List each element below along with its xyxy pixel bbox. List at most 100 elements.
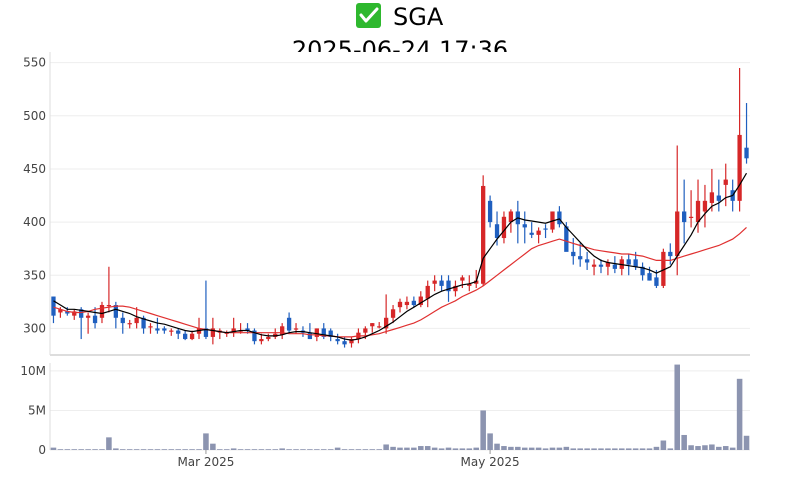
candle-body <box>141 317 146 329</box>
candle-body <box>612 264 617 269</box>
candle <box>543 224 548 239</box>
candle-body <box>106 305 112 307</box>
volume-bar <box>64 449 71 450</box>
ma-short-line <box>53 172 748 341</box>
candle <box>106 266 112 313</box>
price-tick-label: 300 <box>23 321 46 335</box>
candle-body <box>439 280 444 286</box>
candle <box>169 328 174 336</box>
candle-body <box>578 256 583 260</box>
volume-bar <box>113 448 119 450</box>
volume-bar <box>147 449 154 450</box>
volume-tick-label: 10M <box>20 364 46 378</box>
candle <box>647 266 652 281</box>
candle-body <box>397 301 403 308</box>
candle-body <box>688 216 694 218</box>
volume-bar <box>404 447 410 450</box>
volume-bar <box>660 440 667 450</box>
candle <box>148 323 153 334</box>
volume-bar <box>99 449 105 450</box>
candle-body <box>709 192 715 203</box>
volume-bar <box>625 448 632 450</box>
candle <box>640 262 645 281</box>
volume-bar <box>92 449 98 450</box>
volume-bar <box>223 449 230 450</box>
candle <box>425 280 430 308</box>
candle <box>377 322 382 329</box>
volume-bar <box>314 449 320 450</box>
volume-bar <box>702 445 708 450</box>
candle <box>522 211 527 244</box>
candle <box>439 275 444 292</box>
volume-bar <box>307 449 313 450</box>
candle <box>695 179 701 233</box>
candle-body <box>640 266 645 276</box>
volume-bar <box>584 448 590 450</box>
volume-bar <box>341 449 348 450</box>
candle-body <box>245 328 250 331</box>
candle <box>349 336 354 348</box>
volume-bar <box>598 448 604 450</box>
candle-body <box>155 328 160 331</box>
candle <box>487 195 493 228</box>
candle-body <box>85 315 91 318</box>
volume-bar <box>438 448 445 450</box>
volume-bar <box>709 444 715 450</box>
candle <box>626 254 631 276</box>
candle-body <box>321 328 326 337</box>
candle-body <box>432 280 437 284</box>
volume-bar <box>50 447 57 450</box>
candle-body <box>481 185 486 284</box>
volume-bar <box>362 449 369 450</box>
candle <box>744 103 749 164</box>
candle-body <box>363 328 368 333</box>
candle-body <box>113 305 118 318</box>
volume-bar <box>334 447 341 450</box>
candle <box>404 296 410 310</box>
volume-bar <box>722 446 729 450</box>
candle-body <box>744 147 749 159</box>
candle <box>259 333 264 345</box>
volume-bar <box>556 447 563 450</box>
candle-body <box>99 305 105 318</box>
candle-body <box>342 341 347 345</box>
candle <box>134 307 139 329</box>
volume-bar <box>355 449 362 450</box>
price-tick-label: 450 <box>23 162 46 176</box>
candle-body <box>695 200 701 223</box>
candle-body <box>571 251 576 257</box>
candle-body <box>591 264 597 267</box>
candle <box>571 238 576 265</box>
candle <box>120 312 125 334</box>
candle-body <box>210 328 216 337</box>
volume-y-axis: 0 5M 10M <box>20 364 46 457</box>
volume-bar <box>653 446 660 450</box>
candle-body <box>661 251 666 286</box>
candle <box>155 317 160 334</box>
candle-body <box>286 317 292 331</box>
volume-bar <box>445 447 452 450</box>
candle <box>432 275 437 292</box>
candle <box>307 323 313 340</box>
candle <box>99 301 105 324</box>
volume-bar <box>681 434 687 450</box>
ticker-label: SGA <box>393 3 444 31</box>
volume-bar <box>563 446 570 450</box>
volume-bar <box>494 443 500 450</box>
candle-body <box>536 230 541 235</box>
volume-bar <box>743 435 750 450</box>
volume-bar <box>639 448 646 450</box>
volume-bar <box>126 449 133 450</box>
volume-bar <box>348 449 355 450</box>
volume-bar <box>71 449 78 450</box>
price-tick-label: 400 <box>23 215 46 229</box>
candle-body <box>633 259 638 267</box>
candle <box>183 330 188 341</box>
candle-body <box>467 283 472 286</box>
candle-body <box>460 277 465 281</box>
volume-bar <box>57 449 64 450</box>
ma-long-line <box>53 226 747 338</box>
volume-bar <box>431 447 438 450</box>
volume-panel: 0 5M 10M Mar 2025 May 2025 <box>20 363 750 469</box>
